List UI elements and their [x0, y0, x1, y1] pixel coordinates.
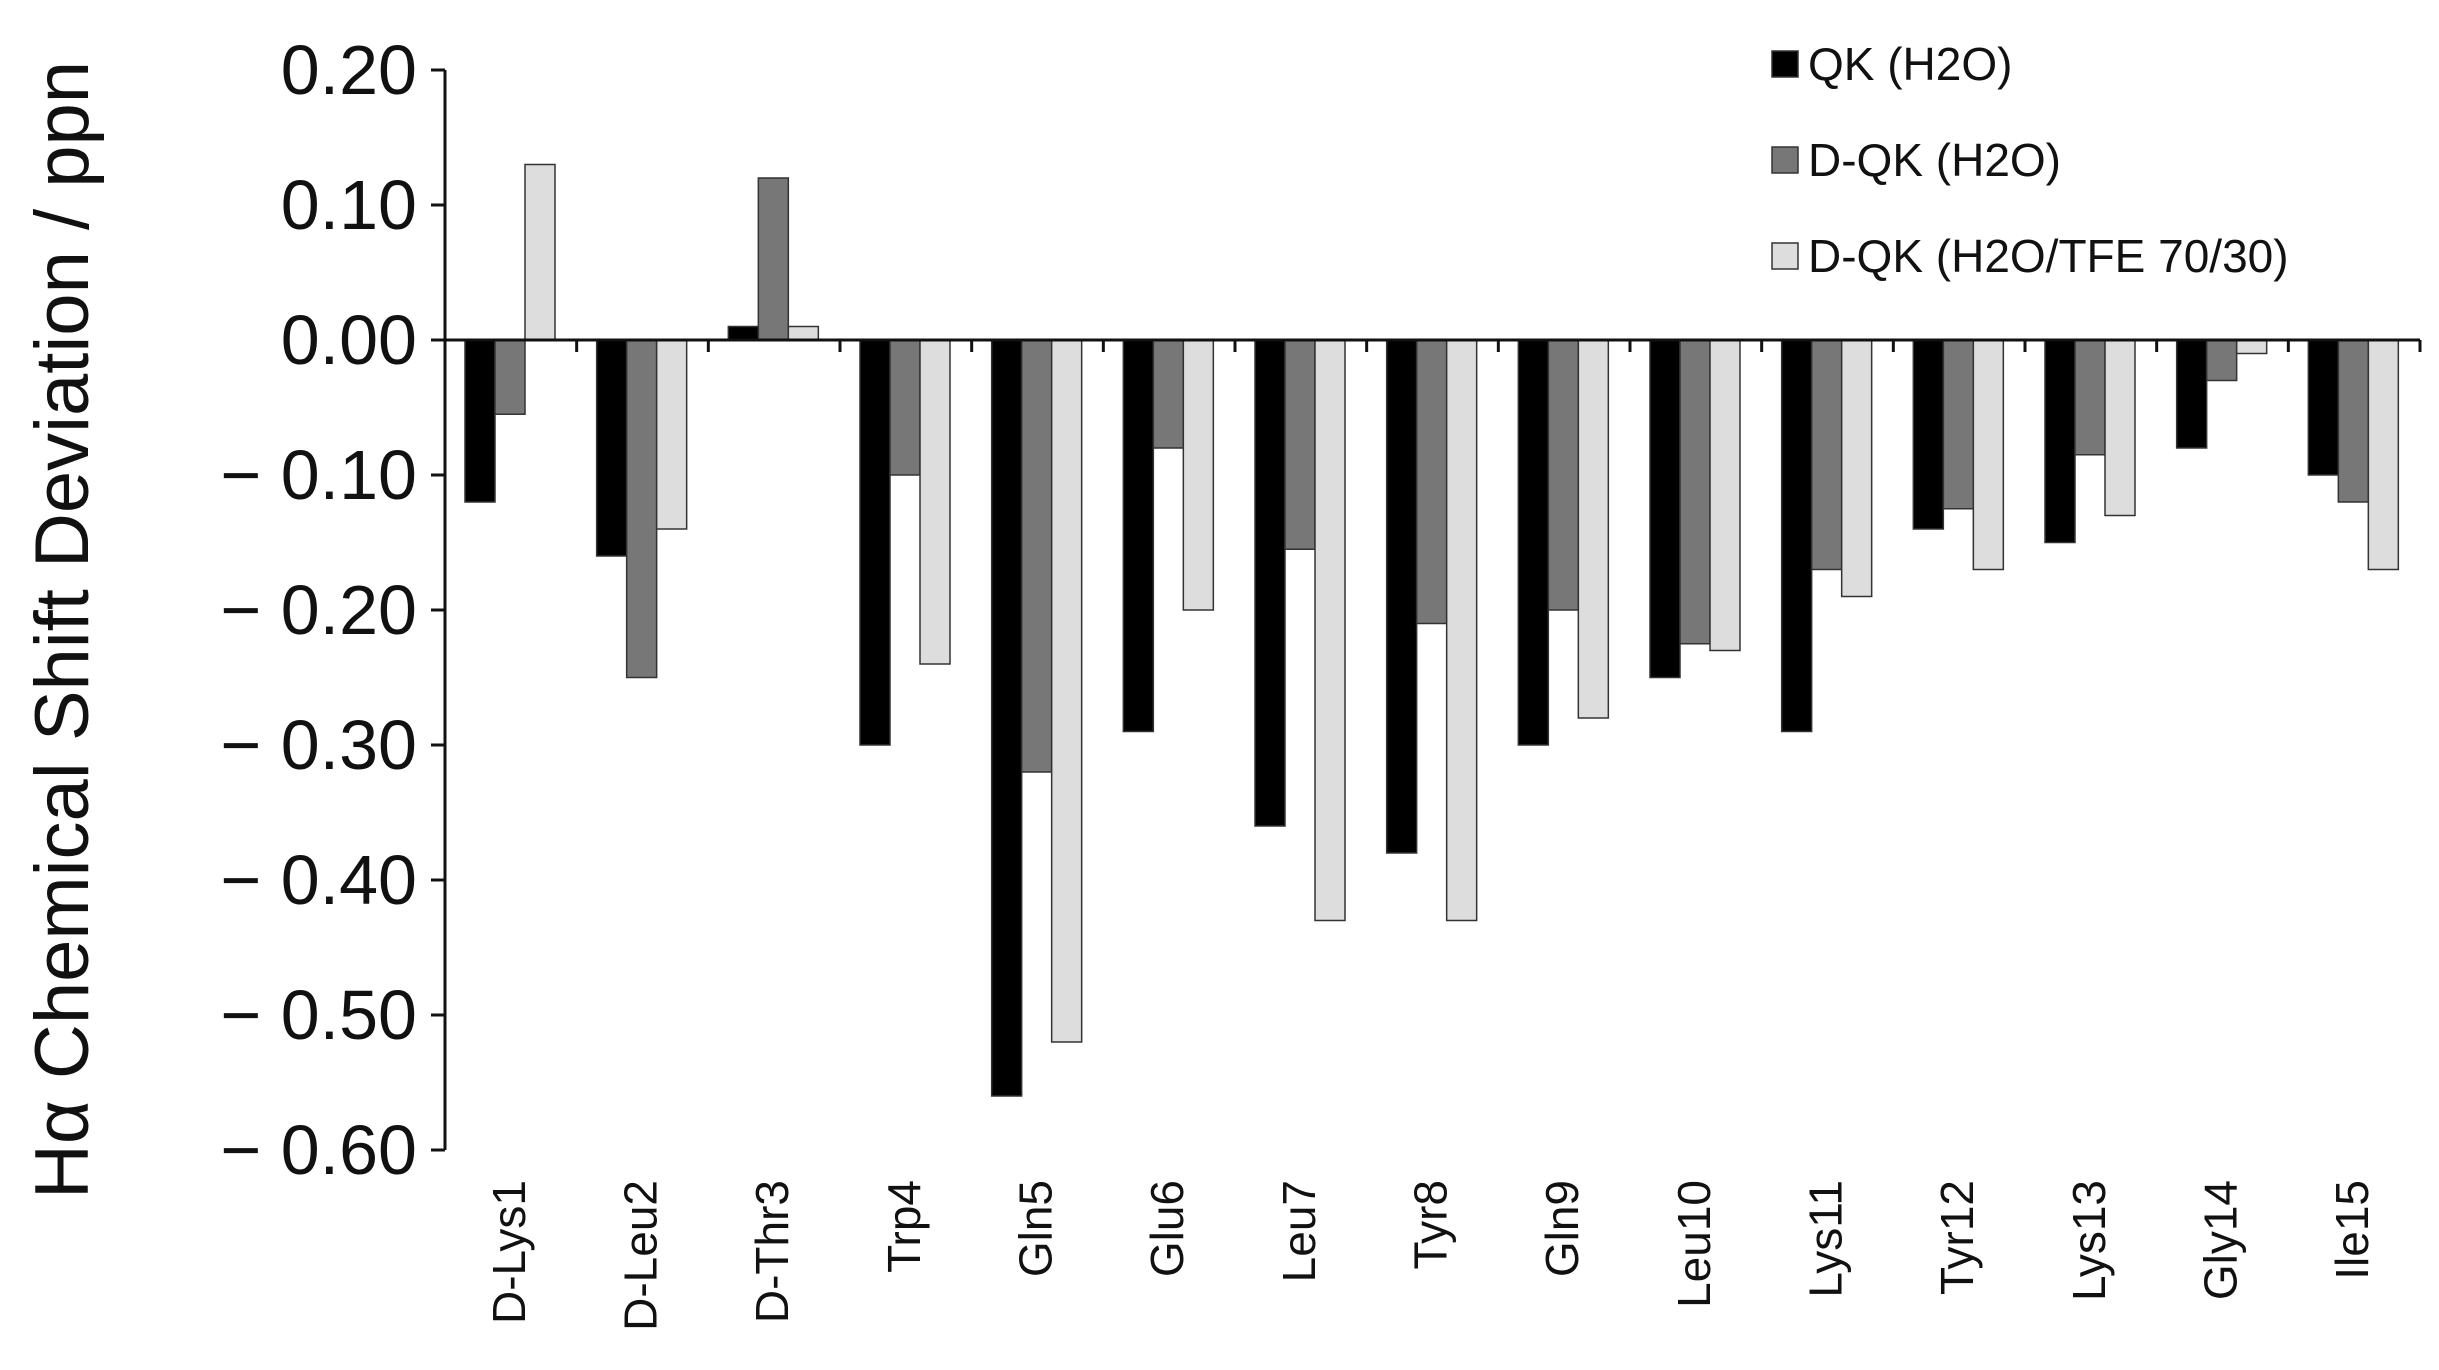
x-tick-label: Leu10 [1668, 1180, 1720, 1308]
legend-swatch [1771, 242, 1799, 270]
y-axis-label: Hα Chemical Shift Deviation / ppn [20, 61, 105, 1199]
bar [1445, 339, 1478, 922]
y-tick-label: 0.20 [281, 31, 417, 109]
y-axis-label-group: Hα Chemical Shift Deviation / ppn [20, 61, 105, 1199]
x-tick-label: D-Lys1 [483, 1180, 535, 1324]
bars [464, 163, 2400, 1097]
bar [2044, 339, 2076, 544]
bar [1840, 339, 1873, 598]
bar [1942, 339, 1975, 510]
y-tick-label: 0.10 [281, 166, 417, 244]
x-tick-label: D-Leu2 [615, 1180, 667, 1331]
bar [1254, 339, 1286, 827]
bar [2337, 339, 2370, 503]
y-tick-label: − 0.60 [220, 1111, 417, 1189]
x-tick-label: Glu6 [1141, 1180, 1193, 1277]
x-tick-label: Trp4 [878, 1180, 930, 1273]
bar [1547, 339, 1580, 611]
x-axis-ticks: D-Lys1 D-Leu2 D-Thr3 Trp4 Gln5 Glu6 Leu7 Tyr8 Gl… [483, 1180, 2378, 1331]
x-tick-label: Leu7 [1273, 1180, 1325, 1282]
bar [2205, 339, 2238, 382]
y-tick-label: − 0.30 [220, 706, 417, 784]
legend: QK (H2O) D-QK (H2O) D-QK (H2O/TFE 70/30) [1771, 38, 2289, 282]
legend-label: D-QK (H2O/TFE 70/30) [1808, 230, 2289, 282]
bar [1649, 339, 1681, 679]
bar [1810, 339, 1843, 571]
y-tick-label: − 0.50 [220, 976, 417, 1054]
bar [1415, 339, 1448, 625]
bar [1020, 339, 1053, 773]
bar [757, 177, 790, 341]
bar [2074, 339, 2106, 456]
bar [1314, 339, 1346, 922]
bar [494, 339, 526, 415]
bar [990, 339, 1023, 1097]
x-tick-label: Lys11 [1800, 1180, 1852, 1298]
bar [1517, 339, 1550, 746]
bar [464, 339, 496, 503]
bar [655, 339, 688, 530]
bar [1385, 339, 1418, 854]
bar [889, 339, 921, 476]
y-tick-label: − 0.20 [220, 571, 417, 649]
legend-swatch [1771, 50, 1799, 78]
bar [2175, 339, 2208, 449]
legend-label: QK (H2O) [1808, 38, 2012, 90]
bar [1679, 339, 1711, 645]
legend-swatch [1771, 146, 1799, 174]
x-tick-label: Gly14 [2195, 1180, 2247, 1300]
bar [1780, 339, 1813, 733]
bar [1050, 339, 1083, 1043]
bar [727, 325, 760, 341]
x-tick-label: Tyr8 [1405, 1180, 1457, 1269]
bar [2367, 339, 2400, 571]
bar [859, 339, 891, 746]
bar [1972, 339, 2005, 571]
bar [1577, 339, 1610, 719]
y-tick-label: 0.00 [281, 301, 417, 379]
bar [1152, 339, 1185, 449]
y-axis-ticks: 0.20 0.10 0.00 − 0.10 − 0.20 − 0.30 − 0.40 − 0.… [220, 31, 445, 1189]
bar [1122, 339, 1155, 733]
axes [443, 70, 2422, 1150]
bar [1182, 339, 1215, 611]
bar [919, 339, 951, 665]
bar [787, 325, 820, 341]
x-tick-label: Gln9 [1536, 1180, 1588, 1277]
y-tick-label: − 0.10 [220, 436, 417, 514]
x-tick-label: Ile15 [2326, 1180, 2378, 1280]
bar [1912, 339, 1945, 530]
x-tick-label: Gln5 [1010, 1180, 1062, 1277]
bar [595, 339, 628, 557]
y-tick-label: − 0.40 [220, 841, 417, 919]
legend-label: D-QK (H2O) [1808, 134, 2061, 186]
bar [1709, 339, 1741, 652]
bar [2307, 339, 2340, 476]
bar [625, 339, 658, 679]
bar [524, 163, 556, 341]
bar [2235, 339, 2268, 355]
bar [2104, 339, 2136, 517]
x-tick-label: Lys13 [2063, 1180, 2115, 1301]
x-tick-label: Tyr12 [1931, 1180, 1983, 1295]
bar [1284, 339, 1316, 550]
x-tick-label: D-Thr3 [746, 1180, 798, 1323]
